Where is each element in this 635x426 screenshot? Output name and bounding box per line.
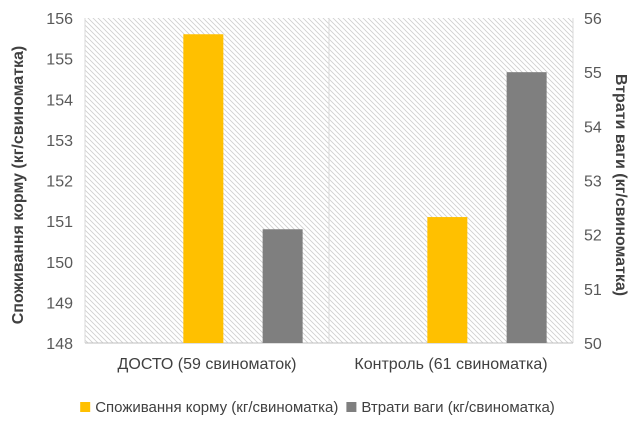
y-right-tick-label: 56 [584,11,602,28]
x-axis-labels: ДОСТО (59 свиноматок) Контроль (61 свином… [118,356,548,373]
y-right-tick-label: 54 [584,119,602,136]
y-left-tick-label: 149 [46,295,73,312]
legend: Споживання корму (кг/свиноматка) Втрати в… [80,399,555,416]
y-left-tick-label: 156 [46,11,73,28]
y-left-tick-label: 148 [46,336,73,353]
bar-feed-intake [183,34,224,343]
y-axis-left-ticks: 148 149 150 151 152 153 154 155 156 [46,11,73,353]
bar-weight-loss [506,72,547,344]
y-left-tick-label: 153 [46,133,73,150]
bars [183,34,547,344]
y-left-tick-label: 152 [46,174,73,191]
y-left-tick-label: 150 [46,255,73,272]
legend-label: Втрати ваги (кг/свиноматка) [361,399,554,416]
legend-label: Споживання корму (кг/свиноматка) [95,399,338,416]
y-left-tick-label: 155 [46,52,73,69]
y-left-tick-label: 151 [46,214,73,231]
y-right-tick-label: 51 [584,282,602,299]
y-left-tick-label: 154 [46,92,73,109]
bar-feed-intake [427,217,468,343]
x-category-label: ДОСТО (59 свиноматок) [118,356,297,373]
y-axis-right-ticks: 50 51 52 53 54 55 56 [584,11,602,353]
y-right-tick-label: 50 [584,336,602,353]
legend-swatch [346,402,357,412]
legend-swatch [80,402,91,412]
bar-weight-loss [262,229,303,343]
y-right-tick-label: 52 [584,228,602,245]
y-right-tick-label: 55 [584,65,602,82]
x-category-label: Контроль (61 свиноматка) [354,356,547,373]
y-axis-left-title: Споживання корму (кг/свиноматка) [10,46,27,325]
y-axis-right-title: Втрати ваги (кг/свиноматка) [612,74,629,296]
y-right-tick-label: 53 [584,174,602,191]
